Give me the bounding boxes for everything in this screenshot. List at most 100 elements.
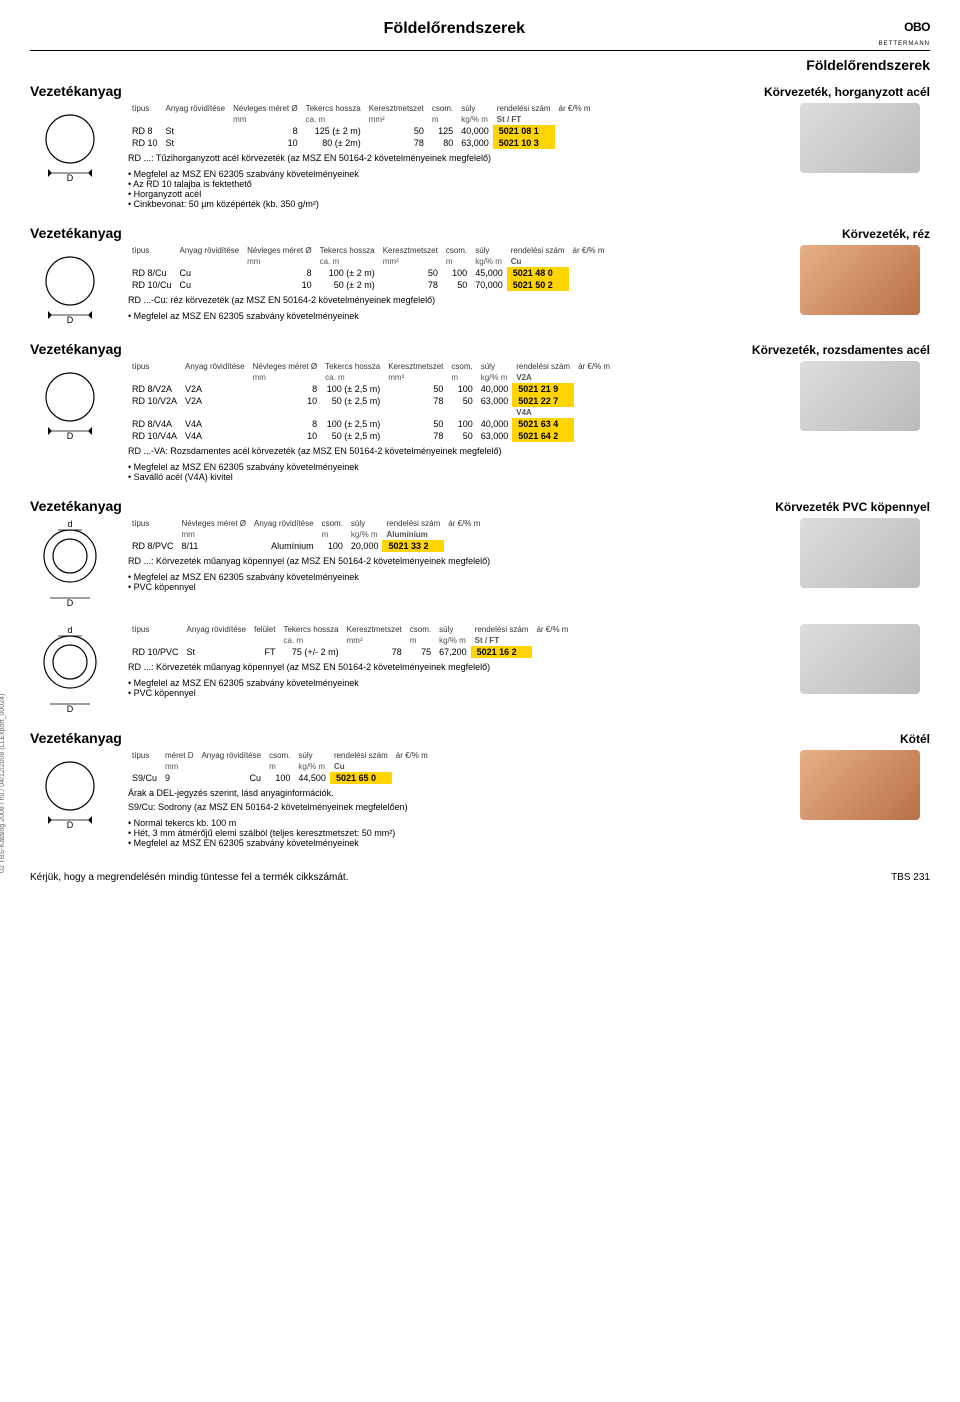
feature-list: Megfelel az MSZ EN 62305 szabvány követe… (128, 572, 792, 592)
table-header-row: típusAnyag rövidítéseNévleges méret ØTek… (128, 103, 595, 114)
variant-label: Körvezeték PVC köpennyel (775, 500, 930, 514)
col-header: típus (128, 750, 161, 761)
material-code: V4A (512, 407, 574, 418)
top-bar: Földelőrendszerek OBO BETTERMANN (30, 20, 930, 51)
feature-list: Megfelel az MSZ EN 62305 szabvány követe… (128, 169, 792, 209)
page-footer: Kérjük, hogy a megrendelésén mindig tünt… (30, 868, 930, 883)
col-header: ár €/% m (444, 518, 484, 529)
product-coil-image (800, 245, 920, 315)
col-header: Keresztmetszet (343, 624, 406, 635)
topbar-title: Földelőrendszerek (384, 20, 525, 38)
col-header: rendelési szám (493, 103, 555, 114)
variant-label: Körvezeték, horganyzott acél (764, 85, 930, 99)
col-header: Anyag rövidítése (162, 103, 230, 114)
cross-section-diagram: dD (30, 624, 110, 714)
col-header: Anyag rövidítése (250, 518, 318, 529)
svg-text:D: D (67, 315, 74, 325)
table-header-row: típusméret DAnyag rövidítésecsom.súlyren… (128, 750, 432, 761)
col-header: méret D (161, 750, 197, 761)
units-row: mmca. mmm²mkg/% mSt / FT (128, 114, 595, 125)
product-coil-image (800, 361, 920, 431)
col-header: csom. (406, 624, 435, 635)
feature-item: Saválló acél (V4A) kivitel (128, 472, 792, 482)
svg-text:D: D (67, 173, 74, 183)
lead-label: Vezetékanyag (30, 225, 122, 241)
feature-item: Horganyzott acél (128, 189, 792, 199)
svg-text:D: D (67, 431, 74, 441)
col-header: Keresztmetszet (384, 361, 447, 372)
col-header: Keresztmetszet (365, 103, 428, 114)
product-coil-image (800, 750, 920, 820)
col-header: rendelési szám (330, 750, 392, 761)
col-header: típus (128, 103, 162, 114)
col-header: ár €/% m (532, 624, 572, 635)
col-header: súly (294, 750, 330, 761)
col-header: Tekercs hossza (302, 103, 365, 114)
col-header: csom. (428, 103, 457, 114)
col-header: Anyag rövidítése (176, 245, 244, 256)
product-table: típusméret DAnyag rövidítésecsom.súlyren… (128, 750, 432, 784)
feature-list: Normál tekercs kb. 100 mHét, 3 mm átmérő… (128, 818, 792, 848)
product-coil-image (800, 518, 920, 588)
table-row: S9/Cu9Cu10044,5005021 65 0 (128, 772, 432, 784)
order-number: 5021 65 0 (330, 772, 392, 784)
footer-page-number: TBS 231 (891, 872, 930, 883)
product-table: típusAnyag rövidítéseNévleges méret ØTek… (128, 103, 595, 149)
table-row: RD 8/PVC8/11Alumínium10020,0005021 33 2 (128, 540, 484, 552)
col-header: Tekercs hossza (279, 624, 342, 635)
table-row: RD 10/CuCu1050 (± 2 m)785070,0005021 50 … (128, 279, 609, 291)
feature-list: Megfelel az MSZ EN 62305 szabvány követe… (128, 678, 792, 698)
svg-text:d: d (67, 519, 72, 529)
feature-item: Hét, 3 mm átmérőjű elemi szálból (teljes… (128, 828, 792, 838)
col-header: rendelési szám (382, 518, 444, 529)
feature-item: Az RD 10 talajba is fektethető (128, 179, 792, 189)
order-number: 5021 50 2 (507, 279, 569, 291)
col-header: csom. (447, 361, 476, 372)
order-number: 5021 08 1 (493, 125, 555, 137)
order-number: 5021 16 2 (471, 646, 533, 658)
col-header: felület (250, 624, 279, 635)
product-section: VezetékanyagKörvezeték, horganyzott acél… (30, 83, 930, 209)
material-code: St / FT (493, 114, 555, 125)
order-number: 5021 64 2 (512, 430, 574, 442)
product-table: típusAnyag rövidítéseNévleges méret ØTek… (128, 361, 614, 442)
order-number: 5021 22 7 (512, 395, 574, 407)
table-row: RD 10/PVCStFT75 (+/- 2 m)787567,2005021 … (128, 646, 572, 658)
lead-label: Vezetékanyag (30, 498, 122, 514)
table-row: RD 8/V2AV2A8100 (± 2,5 m)5010040,0005021… (128, 383, 614, 395)
svg-text:d: d (67, 625, 72, 635)
col-header: Anyag rövidítése (181, 361, 249, 372)
cross-section-diagram: D (30, 103, 110, 183)
logo-main: OBO (904, 20, 930, 34)
col-header: Tekercs hossza (321, 361, 384, 372)
product-description: RD ...: Tűzihorganyzott acél körvezeték … (128, 153, 792, 163)
svg-text:D: D (67, 598, 74, 608)
units-row: V4A (128, 407, 614, 418)
col-header: típus (128, 624, 183, 635)
product-section: dDtípusAnyag rövidítésefelületTekercs ho… (30, 624, 930, 714)
table-row: RD 8/V4AV4A8100 (± 2,5 m)5010040,0005021… (128, 418, 614, 430)
col-header: Névleges méret Ø (178, 518, 250, 529)
order-number: 5021 21 9 (512, 383, 574, 395)
col-header: súly (477, 361, 513, 372)
feature-item: Normál tekercs kb. 100 m (128, 818, 792, 828)
units-row: ca. mmm²mkg/% mSt / FT (128, 635, 572, 646)
product-section: Vezetékanyag Körvezeték PVC köpennyel d Dtí… (30, 498, 930, 608)
col-header: súly (435, 624, 471, 635)
col-header: ár €/% m (574, 361, 614, 372)
units-row: mmmkg/% mCu (128, 761, 432, 772)
col-header: ár €/% m (392, 750, 432, 761)
table-row: RD 8/CuCu8100 (± 2 m)5010045,0005021 48 … (128, 267, 609, 279)
col-header: csom. (265, 750, 294, 761)
feature-item: PVC köpennyel (128, 582, 792, 592)
variant-label: Körvezeték, réz (842, 227, 930, 241)
units-row: mmca. mmm²mkg/% mCu (128, 256, 609, 267)
product-description: RD ...-VA: Rozsdamentes acél körvezeték … (128, 446, 792, 456)
product-section: VezetékanyagKötélDtípusméret DAnyag rövi… (30, 730, 930, 848)
page: Földelőrendszerek OBO BETTERMANN Földelő… (0, 0, 960, 903)
col-header: típus (128, 518, 178, 529)
material-code: V2A (512, 372, 574, 383)
cross-section-diagram: D (30, 245, 110, 325)
col-header: rendelési szám (507, 245, 569, 256)
product-section: VezetékanyagKörvezeték, rozsdamentes acé… (30, 341, 930, 482)
